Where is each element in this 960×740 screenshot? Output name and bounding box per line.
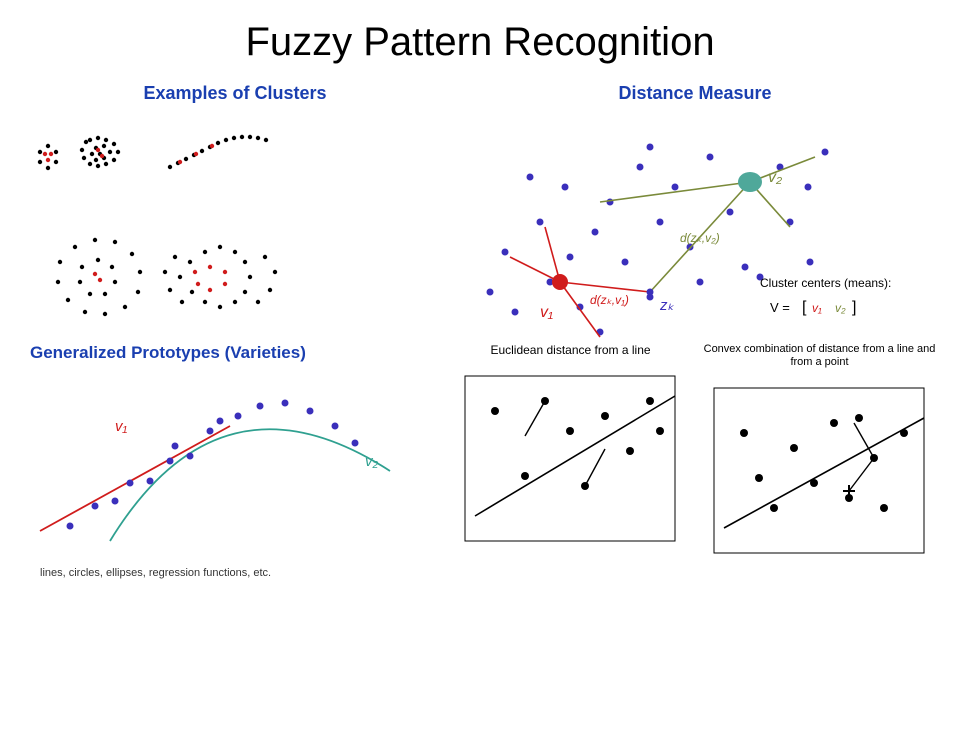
- panel-prototypes: Generalized Prototypes (Varieties) v₁v₂ …: [20, 343, 450, 603]
- distance-svg: v₁ v₂ zₖ d(zₖ,v₁) d(zₖ,v₂) Cluster centers (m…: [450, 112, 930, 342]
- panel-clusters: Examples of Clusters: [20, 83, 450, 343]
- svg-text:v₁: v₁: [115, 418, 128, 435]
- panel-euclidean: Euclidean distance from a line: [450, 343, 691, 603]
- prototypes-caption: lines, circles, ellipses, regression fun…: [20, 567, 450, 579]
- distance-title: Distance Measure: [450, 83, 940, 104]
- slide-title: Fuzzy Pattern Recognition: [0, 20, 960, 65]
- svg-text:v₂: v₂: [768, 169, 782, 186]
- prototypes-title: Generalized Prototypes (Varieties): [20, 343, 450, 363]
- clusters-title: Examples of Clusters: [20, 83, 450, 104]
- clusters-svg: [20, 112, 430, 332]
- svg-text:V =: V =: [770, 300, 790, 315]
- prototypes-svg: v₁ v₂: [20, 371, 400, 561]
- svg-text:v₁: v₁: [812, 301, 822, 315]
- panel-bottom-right: Euclidean distance from a line Convex co…: [450, 343, 940, 603]
- svg-text:v₂: v₂: [365, 453, 379, 470]
- svg-text:[: [: [802, 299, 807, 316]
- svg-text:d(zₖ,v₂): d(zₖ,v₂): [680, 231, 720, 245]
- convex-svg: [699, 373, 934, 563]
- euclidean-svg: [450, 361, 685, 551]
- svg-text:d(zₖ,v₁): d(zₖ,v₁): [590, 293, 629, 307]
- panel-distance: Distance Measure v₁ v₂ zₖ d(zₖ,v₁) d(zₖ,v₂) C…: [450, 83, 940, 343]
- svg-text:v₂: v₂: [835, 301, 846, 315]
- convex-title: Convex combination of distance from a li…: [699, 343, 940, 369]
- diagram-grid: Examples of Clusters Distance Measure v₁…: [0, 83, 960, 603]
- svg-text:]: ]: [852, 299, 856, 316]
- svg-text:Cluster centers (means):: Cluster centers (means):: [760, 276, 891, 290]
- panel-convex: Convex combination of distance from a li…: [699, 343, 940, 603]
- svg-text:v₁: v₁: [540, 304, 553, 321]
- svg-text:zₖ: zₖ: [659, 297, 675, 314]
- euclidean-title: Euclidean distance from a line: [450, 343, 691, 357]
